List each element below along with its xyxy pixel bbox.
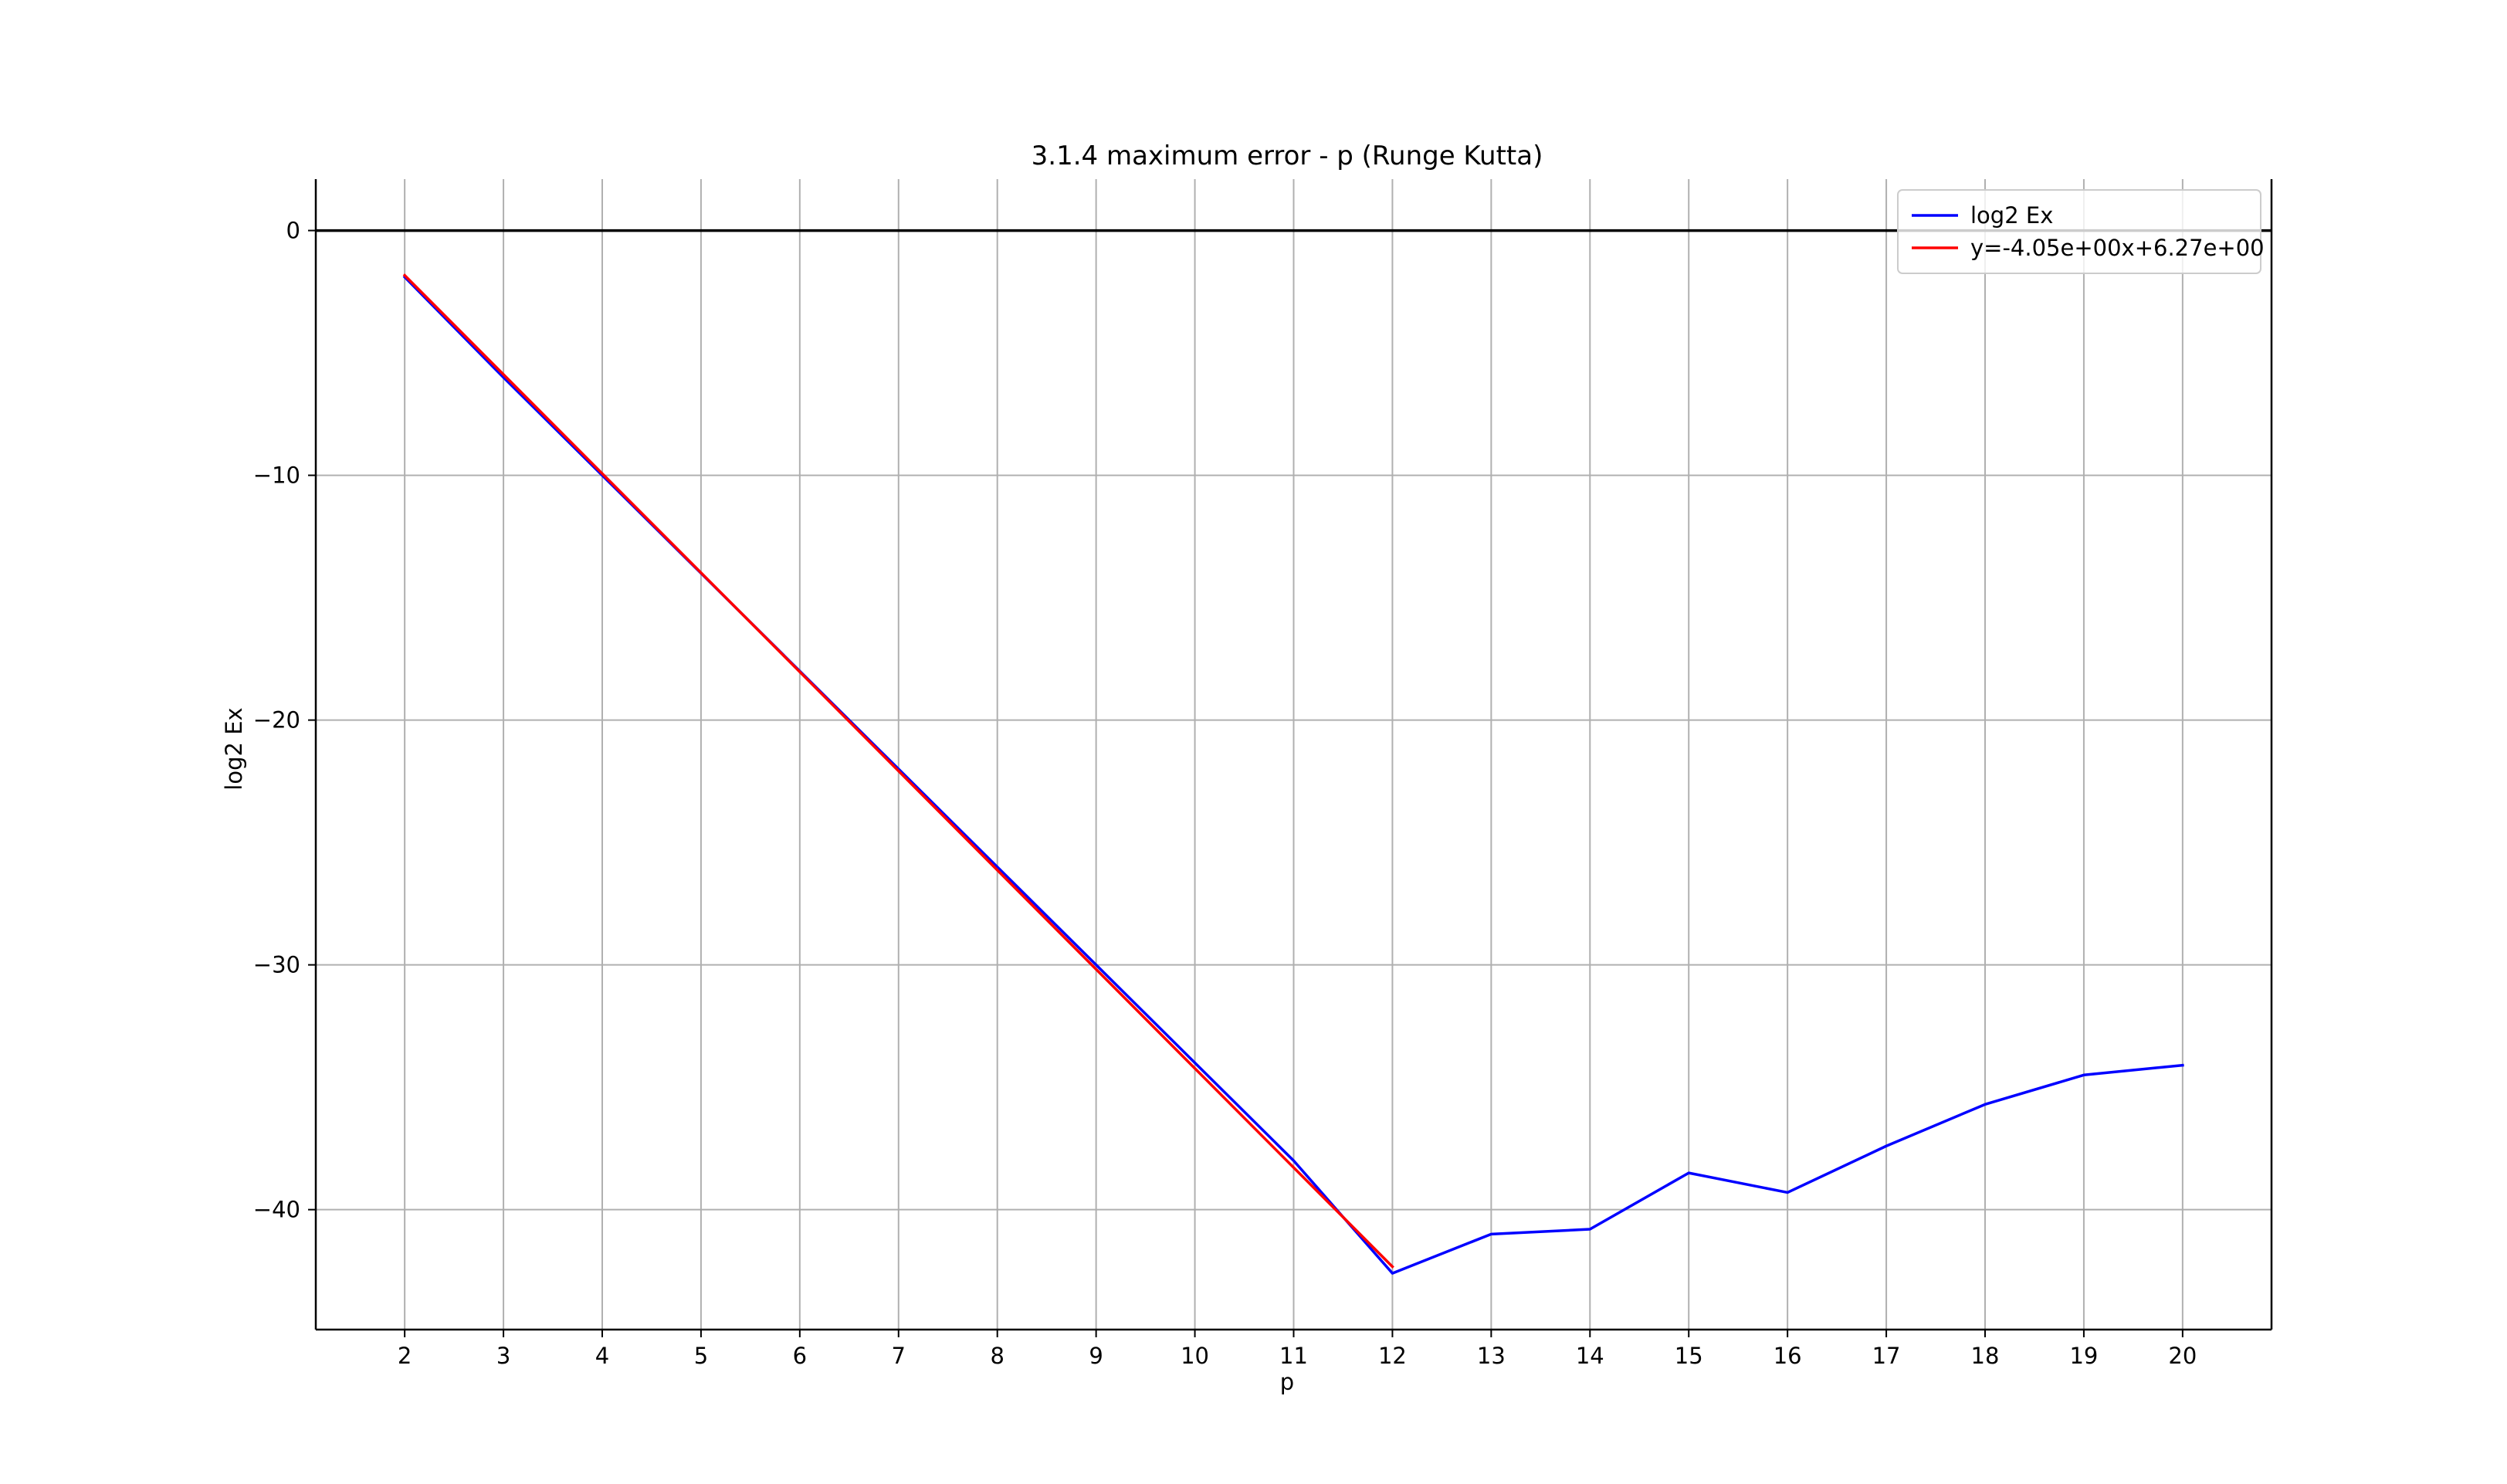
x-tick-label: 4 (595, 1343, 609, 1369)
legend: log2 Ex y=-4.05e+00x+6.27e+00 (1897, 189, 2265, 274)
x-tick-label: 20 (2168, 1343, 2197, 1369)
x-tick-label: 2 (398, 1343, 412, 1369)
series (402, 273, 2184, 1275)
x-tick-label: 9 (1089, 1343, 1103, 1369)
x-tick-label: 3 (496, 1343, 510, 1369)
chart-title: 3.1.4 maximum error - p (Runge Kutta) (1032, 141, 1543, 171)
legend-label: y=-4.05e+00x+6.27e+00 (1970, 235, 2265, 261)
x-tick-label: 13 (1477, 1343, 1506, 1369)
legend-label: log2 Ex (1970, 202, 2053, 229)
x-tick-label: 5 (694, 1343, 708, 1369)
x-tick-label: 17 (1872, 1343, 1901, 1369)
x-tick-label: 12 (1378, 1343, 1407, 1369)
y-tick-label: 0 (286, 218, 300, 244)
x-tick-label: 6 (793, 1343, 807, 1369)
x-tick-label: 15 (1675, 1343, 1703, 1369)
y-tick-label: −30 (253, 952, 300, 978)
x-tick-label: 14 (1576, 1343, 1604, 1369)
x-tick-label: 11 (1279, 1343, 1308, 1369)
legend-box (1897, 189, 2261, 274)
series-line-fit (402, 273, 1394, 1269)
x-tick-label: 10 (1181, 1343, 1209, 1369)
x-tick-label: 19 (2069, 1343, 2098, 1369)
x-tick-label: 18 (1971, 1343, 2000, 1369)
x-axis-label: p (1280, 1369, 1294, 1395)
x-tick-label: 16 (1774, 1343, 1802, 1369)
y-ticks: 0 −10 −20 −30 −40 (253, 218, 316, 1223)
y-tick-label: −10 (253, 462, 300, 489)
x-tick-label: 7 (892, 1343, 906, 1369)
x-tick-label: 8 (990, 1343, 1004, 1369)
y-tick-label: −20 (253, 707, 300, 734)
y-tick-label: −40 (253, 1197, 300, 1223)
x-ticks: 2 3 4 5 6 7 8 9 10 11 12 13 14 15 16 17 18 19 20 (398, 1330, 2197, 1369)
y-axis-label: log2 Ex (221, 707, 247, 790)
